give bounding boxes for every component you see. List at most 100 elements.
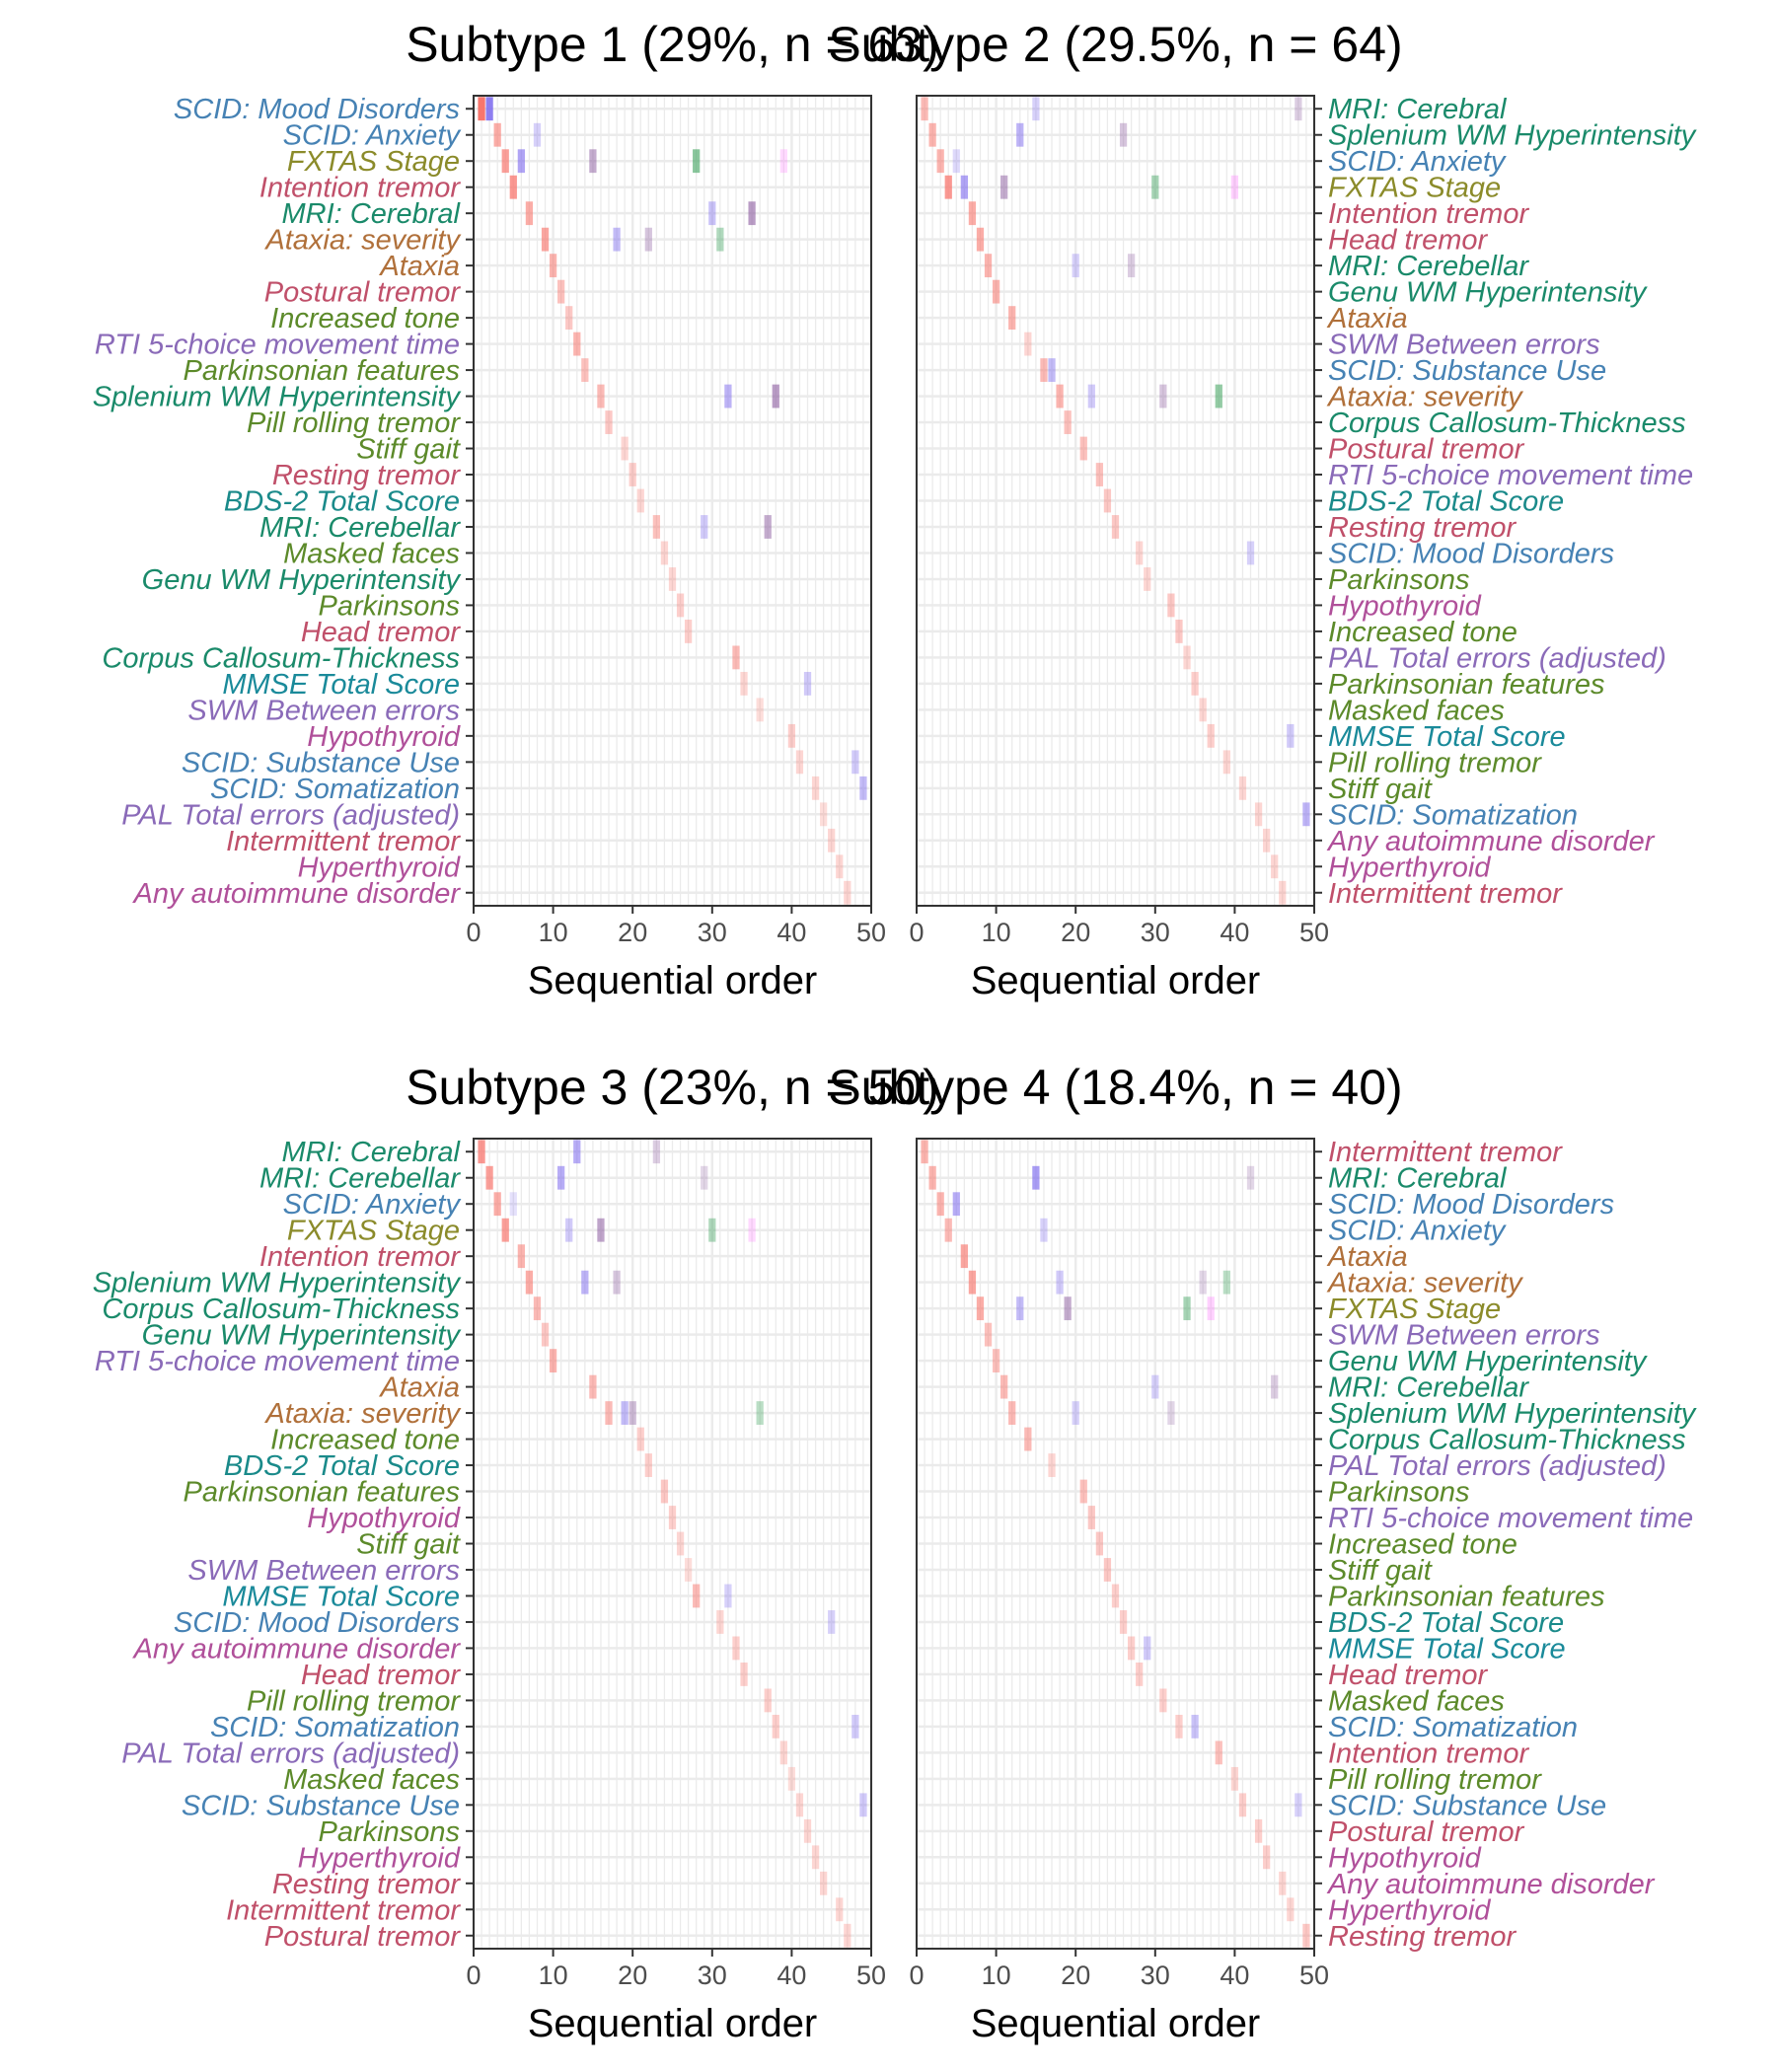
event-cell — [1207, 723, 1215, 748]
row-label: SWM Between errors — [1328, 1320, 1600, 1352]
event-cell — [1238, 1793, 1247, 1817]
row-label: Resting tremor — [1328, 512, 1517, 544]
row-label: Any autoimmune disorder — [1326, 1869, 1656, 1900]
row-label: SCID: Substance Use — [182, 1790, 460, 1821]
event-cell — [693, 1584, 701, 1608]
row-label: Hyperthyroid — [298, 851, 461, 883]
event-cell — [1175, 1714, 1183, 1739]
row-label: MRI: Cerebellar — [259, 512, 461, 544]
event-cell — [772, 1714, 779, 1739]
row-label: Ataxia — [378, 251, 460, 282]
event-cell — [1111, 515, 1120, 539]
row-label: RTI 5-choice movement time — [95, 1346, 460, 1377]
event-cell — [1095, 463, 1104, 486]
event-cell — [597, 1218, 605, 1242]
event-cell — [1079, 436, 1087, 461]
event-cell — [517, 149, 525, 174]
row-label: SCID: Mood Disorders — [1328, 538, 1614, 569]
row-label: BDS-2 Total Score — [224, 486, 460, 518]
x-tick-label: 0 — [909, 918, 924, 947]
row-label: MMSE Total Score — [222, 1581, 460, 1612]
event-cell — [1048, 1453, 1056, 1477]
event-cell — [1199, 698, 1207, 722]
row-label: FXTAS Stage — [1328, 1294, 1501, 1325]
event-cell — [485, 1165, 493, 1190]
row-label: Pill rolling tremor — [247, 1685, 461, 1717]
row-label: Any autoimmune disorder — [132, 878, 462, 910]
event-cell — [636, 488, 644, 513]
row-label: SWM Between errors — [187, 695, 460, 726]
row-label: SCID: Anxiety — [1328, 146, 1507, 178]
event-cell — [684, 1558, 693, 1582]
row-label: Intermittent tremor — [1328, 1137, 1563, 1168]
event-cell — [660, 1479, 669, 1504]
row-label: SCID: Somatization — [210, 774, 460, 805]
event-cell — [820, 802, 828, 827]
row-label: Parkinsonian features — [184, 355, 461, 387]
event-cell — [581, 358, 589, 382]
row-label: Hyperthyroid — [1328, 1894, 1491, 1926]
row-label: Any autoimmune disorder — [132, 1633, 462, 1665]
row-label: Intention tremor — [1328, 1738, 1529, 1769]
row-label: BDS-2 Total Score — [224, 1450, 460, 1482]
event-cell — [1254, 802, 1263, 827]
event-cell — [859, 1793, 867, 1817]
event-cell — [921, 1140, 928, 1164]
event-cell — [676, 1531, 685, 1556]
x-tick-label: 40 — [777, 918, 806, 947]
subtype-1-panel: Subtype 1 (29%, n = 63) SCID: Mood Disord… — [93, 17, 939, 1002]
row-label: Stiff gait — [1328, 774, 1434, 805]
event-cell — [928, 1165, 936, 1190]
event-cell — [701, 1165, 708, 1190]
row-label: Hyperthyroid — [1328, 851, 1491, 883]
event-cell — [644, 227, 652, 252]
row-label: Hypothyroid — [1328, 1842, 1482, 1874]
event-cell — [573, 332, 581, 356]
row-label: SCID: Anxiety — [1328, 1216, 1507, 1247]
x-tick-label: 10 — [982, 1961, 1011, 1990]
event-cell — [1000, 1374, 1008, 1399]
event-cell — [732, 645, 740, 670]
event-cell — [501, 149, 509, 174]
event-cell — [629, 1401, 636, 1425]
event-cell — [1144, 1636, 1151, 1661]
row-label: Splenium WM Hyperintensity — [1328, 120, 1697, 152]
row-label: Ataxia: severity — [263, 225, 461, 257]
event-cell — [859, 776, 867, 800]
row-label: Ataxia: severity — [263, 1398, 461, 1430]
event-cell — [1024, 1427, 1032, 1451]
row-label: SCID: Somatization — [1328, 799, 1578, 831]
row-label: Parkinsons — [1328, 564, 1469, 596]
event-cell — [1119, 122, 1128, 147]
row-label: MMSE Total Score — [222, 669, 460, 701]
event-cell — [740, 1663, 748, 1686]
row-label: Stiff gait — [356, 1529, 462, 1561]
event-cell — [803, 671, 812, 696]
event-cell — [557, 279, 565, 304]
row-label: Postural tremor — [264, 277, 462, 309]
event-cell — [1079, 1479, 1087, 1504]
event-cell — [1064, 1296, 1072, 1321]
event-cell — [493, 1192, 501, 1217]
event-cell — [708, 201, 716, 226]
row-label: Stiff gait — [356, 434, 462, 466]
x-tick-label: 10 — [539, 1961, 568, 1990]
event-cell — [1127, 1636, 1136, 1661]
row-label: Pill rolling tremor — [1328, 1764, 1542, 1796]
row-label: MRI: Cerebral — [1328, 94, 1508, 125]
panel-title: Subtype 1 (29%, n = 63) — [406, 17, 939, 72]
event-cell — [1103, 488, 1112, 513]
event-cell — [828, 1610, 836, 1634]
event-cell — [787, 1766, 796, 1791]
event-cell — [629, 463, 636, 486]
event-cell — [549, 254, 557, 278]
event-cell — [557, 1165, 565, 1190]
row-label: MMSE Total Score — [1328, 721, 1566, 753]
event-cell — [756, 1401, 764, 1425]
row-label: Masked faces — [1328, 1685, 1505, 1717]
event-cell — [724, 384, 732, 408]
x-tick-label: 50 — [1299, 918, 1329, 947]
event-cell — [1151, 175, 1159, 199]
x-tick-label: 40 — [777, 1961, 806, 1990]
event-cell — [1119, 1610, 1128, 1634]
